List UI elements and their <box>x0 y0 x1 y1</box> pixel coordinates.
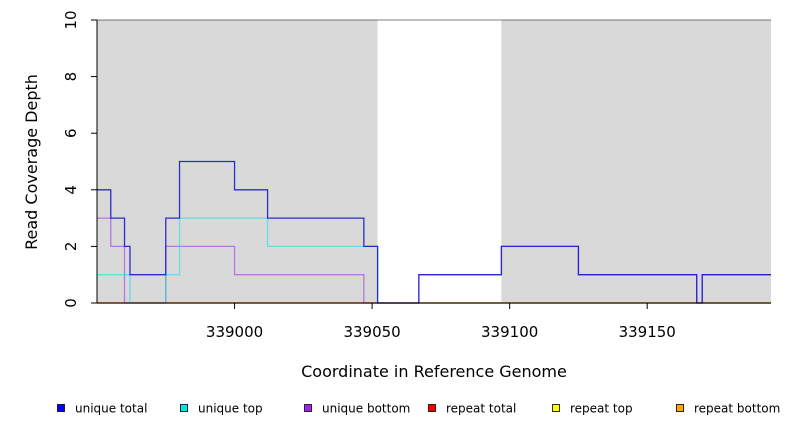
y-tick-label: 8 <box>62 72 80 82</box>
legend-item-unique-top: unique top <box>180 402 263 416</box>
legend-item-repeat-top: repeat top <box>552 402 633 416</box>
x-axis-label: Coordinate in Reference Genome <box>301 362 567 381</box>
legend-label: repeat top <box>570 402 633 416</box>
x-tick-label: 339050 <box>343 323 400 341</box>
shaded-regions <box>97 20 771 303</box>
x-ticks: 339000 339050 339100 339150 <box>206 303 676 341</box>
y-tick-label: 4 <box>62 185 80 195</box>
legend-label: repeat total <box>446 402 516 416</box>
legend-label: repeat bottom <box>694 402 780 416</box>
legend-item-unique-total: unique total <box>57 402 147 416</box>
legend-swatch <box>304 404 312 412</box>
series-line-unique-total <box>97 160 771 304</box>
shaded-region-1 <box>97 20 378 303</box>
y-tick-label: 0 <box>62 298 80 308</box>
legend-item-unique-bottom: unique bottom <box>304 402 410 416</box>
legend-swatch <box>57 404 65 412</box>
legend-swatch <box>428 404 436 412</box>
shaded-region-2 <box>501 20 771 303</box>
x-tick-label: 339000 <box>206 323 263 341</box>
y-tick-label: 6 <box>62 128 80 138</box>
legend-item-repeat-total: repeat total <box>428 402 516 416</box>
legend-label: unique bottom <box>322 402 410 416</box>
y-tick-label: 2 <box>62 242 80 252</box>
legend-swatch <box>180 404 188 412</box>
legend-item-repeat-bottom: repeat bottom <box>676 402 780 416</box>
x-tick-label: 339100 <box>481 323 538 341</box>
legend-label: unique total <box>75 402 147 416</box>
legend-swatch <box>552 404 560 412</box>
axes <box>96 19 771 304</box>
legend: unique total unique top unique bottom repea… <box>57 402 780 416</box>
x-tick-label: 339150 <box>619 323 676 341</box>
legend-swatch <box>676 404 684 412</box>
legend-label: unique top <box>198 402 263 416</box>
y-axis-label: Read Coverage Depth <box>22 74 41 250</box>
y-ticks: 0 2 4 6 8 10 <box>62 10 97 308</box>
y-tick-label: 10 <box>62 10 80 29</box>
